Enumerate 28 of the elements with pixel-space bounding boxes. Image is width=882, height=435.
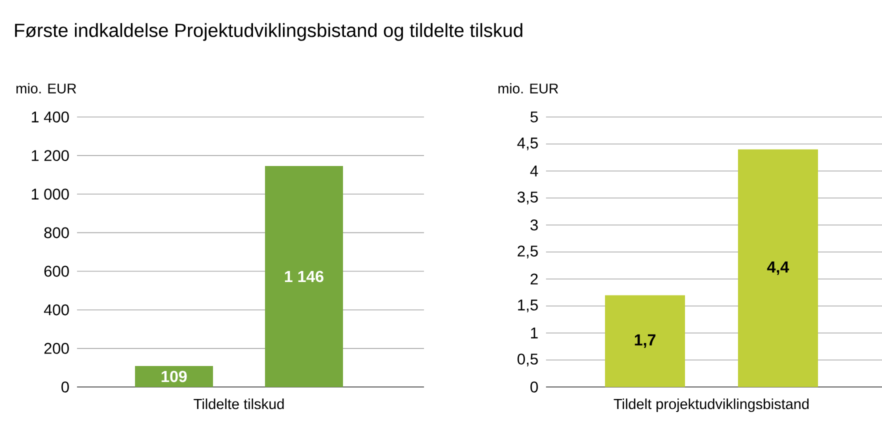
y-tick-label: 200 xyxy=(44,342,69,354)
y-tick-label: 1,5 xyxy=(518,300,538,312)
y-axis-title: mio. EUR xyxy=(498,83,558,94)
chart-title: Første indkaldelse Projektudviklingsbistand og tildelte tilskud xyxy=(15,23,522,41)
y-tick-label: 0 xyxy=(530,382,538,392)
y-tick-label: 0,5 xyxy=(518,354,538,366)
y-tick-label: 0 xyxy=(61,382,69,392)
x-axis-title: Tildelt projektudviklingsbistand xyxy=(614,398,809,412)
y-tick-label: 3,5 xyxy=(518,192,538,204)
data-label: 109 xyxy=(162,370,187,382)
y-tick-label: 4 xyxy=(530,166,538,176)
y-tick-label: 1 xyxy=(531,328,538,338)
data-label: 4,4 xyxy=(767,261,790,275)
x-axis-title: Tildelte tilskud xyxy=(194,398,284,410)
y-tick-label: 800 xyxy=(44,227,69,238)
y-axis-title: mio. EUR xyxy=(16,83,76,94)
data-label: 1,7 xyxy=(634,334,656,348)
y-tick-label: 4,5 xyxy=(517,138,538,150)
y-tick-label: 1 000 xyxy=(32,188,69,200)
y-tick-label: 600 xyxy=(44,266,69,277)
y-tick-label: 1 200 xyxy=(32,150,69,162)
y-tick-label: 5 xyxy=(530,112,538,122)
y-tick-label: 3 xyxy=(530,220,538,230)
y-tick-label: 1 400 xyxy=(32,112,69,122)
y-tick-label: 2,5 xyxy=(518,246,538,258)
y-tick-label: 2 xyxy=(530,274,538,284)
y-tick-label: 400 xyxy=(44,304,69,316)
data-label: 1 146 xyxy=(284,270,324,282)
